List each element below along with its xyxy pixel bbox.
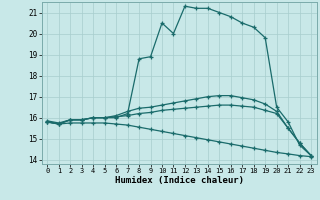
X-axis label: Humidex (Indice chaleur): Humidex (Indice chaleur): [115, 176, 244, 185]
